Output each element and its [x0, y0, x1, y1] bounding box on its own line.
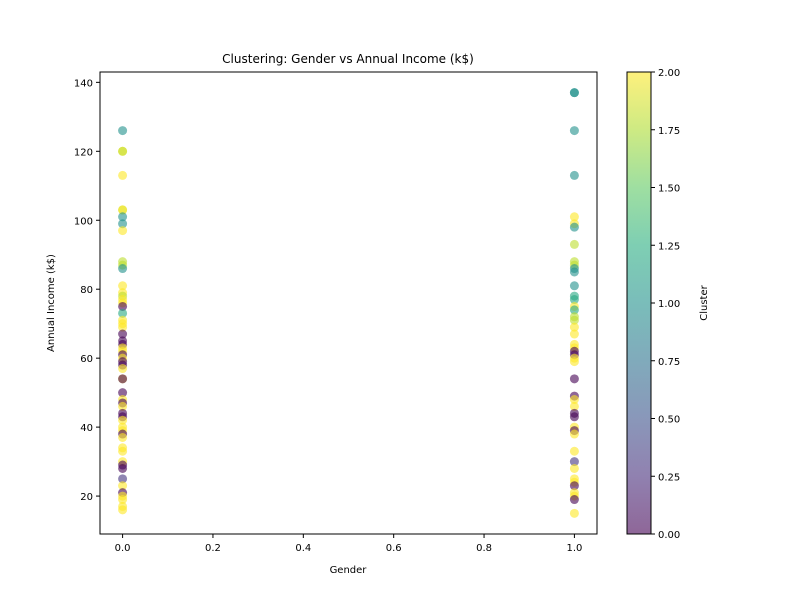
scatter-point: [569, 481, 579, 491]
scatter-point: [569, 222, 579, 232]
scatter-point: [118, 505, 128, 515]
scatter-point: [118, 364, 128, 374]
scatter-point: [118, 212, 128, 222]
y-tick-label: 40: [80, 423, 93, 434]
y-tick-label: 80: [80, 285, 93, 296]
scatter-point: [118, 170, 128, 180]
plot-frame: [99, 71, 598, 535]
scatter-point: [569, 295, 579, 305]
y-tick-label: 120: [74, 147, 93, 158]
scatter-point: [569, 508, 579, 518]
scatter-point: [569, 357, 579, 367]
scatter-point: [118, 432, 128, 442]
scatter-point: [118, 301, 128, 311]
scatter-point: [118, 374, 128, 384]
scatter-point: [569, 126, 579, 136]
scatter-point: [118, 219, 128, 229]
colorbar-label: Cluster: [699, 284, 710, 320]
x-axis-ticks: 0.0 0.2 0.4 0.6 0.8 1.0: [115, 534, 582, 554]
scatter-point: [118, 446, 128, 456]
x-tick-label: 0.6: [386, 543, 402, 554]
y-tick-label: 140: [74, 78, 93, 89]
colorbar-tick-label: 1.00: [658, 299, 680, 310]
scatter-point: [569, 170, 579, 180]
scatter-point: [569, 239, 579, 249]
scatter-point: [118, 264, 128, 274]
scatter-point: [118, 495, 128, 505]
scatter-point: [569, 395, 579, 405]
scatter-point: [569, 401, 579, 411]
y-tick-label: 60: [80, 354, 93, 365]
x-tick-label: 0.2: [205, 543, 221, 554]
x-tick-label: 0.4: [295, 543, 311, 554]
scatter-point: [569, 329, 579, 339]
scatter-point: [569, 88, 579, 98]
scatter-point: [569, 446, 579, 456]
scatter-point: [118, 322, 128, 332]
points-layer: [118, 88, 579, 518]
scatter-point: [118, 463, 128, 473]
colorbar: [627, 72, 651, 534]
scatter-point: [118, 226, 128, 236]
scatter-point: [118, 401, 128, 411]
colorbar-tick-label: 1.25: [658, 241, 680, 252]
scatter-point: [569, 457, 579, 467]
colorbar-tick-label: 0.75: [658, 357, 680, 368]
scatter-point: [118, 388, 128, 398]
x-axis-label: Gender: [330, 565, 368, 576]
colorbar-tick-label: 2.00: [658, 68, 680, 79]
scatter-point: [118, 205, 128, 215]
scatter-point: [118, 415, 128, 425]
scatter-point: [569, 212, 579, 222]
colorbar-tick-label: 1.50: [658, 184, 680, 195]
scatter-point: [118, 281, 128, 291]
x-tick-label: 0.8: [476, 543, 492, 554]
scatter-point: [118, 126, 128, 136]
colorbar-tick-label: 0.25: [658, 472, 680, 483]
scatter-point: [118, 481, 128, 491]
y-tick-label: 20: [80, 492, 93, 503]
chart-title: Clustering: Gender vs Annual Income (k$): [222, 52, 474, 66]
x-tick-label: 1.0: [566, 543, 582, 554]
scatter-point: [569, 374, 579, 384]
colorbar-tick-label: 1.75: [658, 126, 680, 137]
scatter-point: [569, 429, 579, 439]
y-tick-label: 100: [74, 216, 93, 227]
scatter-point: [118, 474, 128, 484]
scatter-point: [569, 305, 579, 315]
colorbar-tick-label: 0.50: [658, 415, 680, 426]
scatter-point: [569, 315, 579, 325]
scatter-point: [569, 322, 579, 332]
scatter-point: [569, 281, 579, 291]
scatter-point: [569, 463, 579, 473]
colorbar-ticks: 0.00 0.25 0.50 0.75 1.00 1.25 1.50 1.75 2.00: [651, 68, 680, 541]
y-axis-label: Annual Income (k$): [46, 254, 57, 352]
colorbar-tick-label: 0.00: [658, 530, 680, 541]
y-axis-ticks: 20 40 60 80 100 120 140: [74, 78, 100, 503]
scatter-point: [118, 308, 128, 318]
scatter-point: [118, 329, 128, 339]
scatter-point: [569, 412, 579, 422]
scatter-point: [569, 267, 579, 277]
x-tick-label: 0.0: [115, 543, 131, 554]
scatter-point: [569, 495, 579, 505]
scatter-point: [118, 146, 128, 156]
